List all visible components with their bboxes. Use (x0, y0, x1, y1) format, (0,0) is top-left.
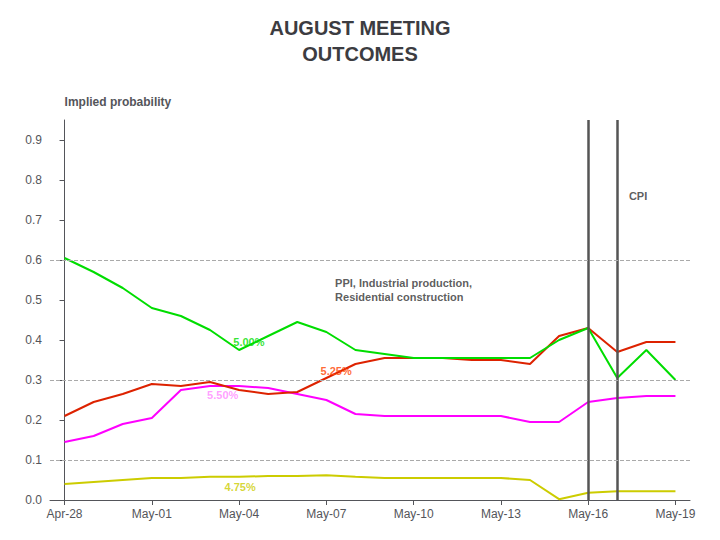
svg-text:May-16: May-16 (568, 507, 608, 521)
svg-text:CPI: CPI (629, 190, 647, 202)
svg-text:May-07: May-07 (306, 507, 346, 521)
svg-text:Residential construction: Residential construction (335, 291, 464, 303)
svg-text:May-04: May-04 (219, 507, 259, 521)
svg-text:0.7: 0.7 (25, 213, 42, 227)
svg-text:May-10: May-10 (394, 507, 434, 521)
svg-text:May-01: May-01 (132, 507, 172, 521)
svg-text:0.0: 0.0 (25, 493, 42, 507)
svg-text:Implied probability: Implied probability (65, 95, 172, 109)
svg-text:5.25%: 5.25% (321, 365, 352, 377)
svg-text:0.8: 0.8 (25, 173, 42, 187)
svg-text:0.2: 0.2 (25, 413, 42, 427)
svg-text:0.9: 0.9 (25, 133, 42, 147)
svg-text:5.00%: 5.00% (233, 336, 264, 348)
svg-text:0.3: 0.3 (25, 373, 42, 387)
svg-text:May-13: May-13 (481, 507, 521, 521)
svg-text:0.5: 0.5 (25, 293, 42, 307)
svg-text:0.1: 0.1 (25, 453, 42, 467)
svg-text:Apr-28: Apr-28 (47, 507, 83, 521)
svg-text:0.6: 0.6 (25, 253, 42, 267)
svg-text:OUTCOMES: OUTCOMES (302, 43, 418, 65)
svg-text:4.75%: 4.75% (225, 481, 256, 493)
svg-text:0.4: 0.4 (25, 333, 42, 347)
svg-text:AUGUST MEETING: AUGUST MEETING (269, 17, 450, 39)
svg-text:May-19: May-19 (655, 507, 695, 521)
svg-text:5.50%: 5.50% (207, 389, 238, 401)
svg-text:PPI, Industrial production,: PPI, Industrial production, (335, 277, 472, 289)
